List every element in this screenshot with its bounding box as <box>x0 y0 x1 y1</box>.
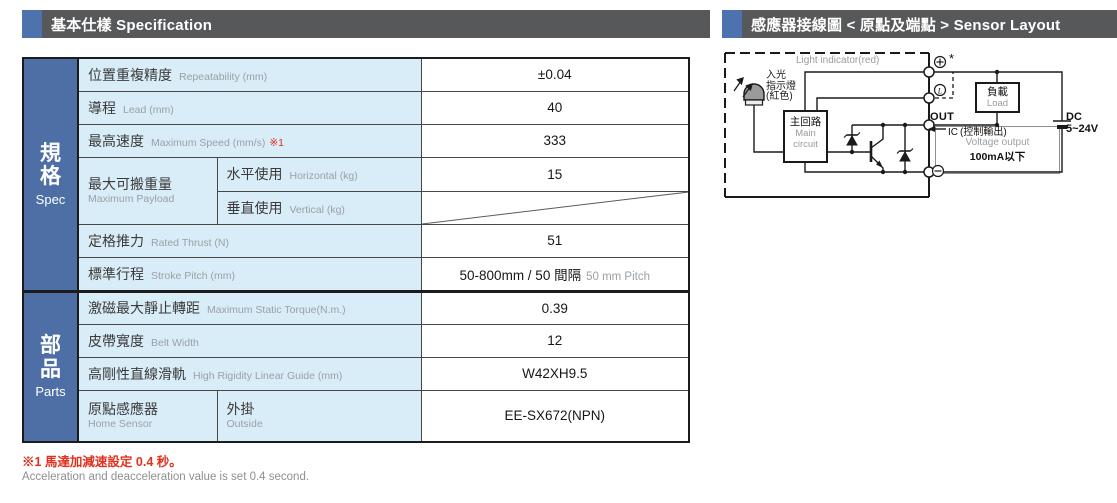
table-row: 最高速度 Maximum Speed (mm/s) ※1 333 <box>23 123 690 158</box>
table-row: 高剛性直線滑軌 High Rigidity Linear Guide (mm) W… <box>23 356 690 391</box>
row-label: 最高速度 Maximum Speed (mm/s) ※1 <box>77 123 422 158</box>
svg-text:L: L <box>937 87 943 96</box>
row-value: 333 <box>420 123 690 158</box>
row-value: 50-800mm / 50 間隔 50 mm Pitch <box>420 256 690 292</box>
section-en: Parts <box>35 384 66 400</box>
header-accent-square <box>722 10 742 38</box>
sensor-section-header: 感應器接線圖 < 原點及端點 > Sensor Layout <box>722 10 1117 38</box>
table-row: 垂直使用 Vertical (kg) <box>23 190 690 225</box>
not-applicable-diagonal <box>422 192 689 224</box>
voltage-output-label: Voltage output <box>965 137 1030 148</box>
row-value: ±0.04 <box>420 57 690 92</box>
footnotes: ※1 馬達加減速設定 0.4 秒。 Acceleration and deacc… <box>22 455 309 483</box>
row-label: 激磁最大靜止轉距 Maximum Static Torque(N.m.) <box>77 289 422 325</box>
main-circuit-box: 主回路 Main circuit <box>783 110 828 163</box>
light-arrows-icon <box>733 77 753 98</box>
selector-dashed-link <box>935 72 954 99</box>
header-accent-square <box>22 10 42 38</box>
table-row: 部 品 Parts 激磁最大靜止轉距 Maximum Static Torque(… <box>22 289 690 443</box>
section-label-parts: 部 品 Parts <box>22 289 79 443</box>
section-zh: 規 <box>40 141 61 165</box>
light-indicator-label-en: Light indicator(red) <box>796 55 880 66</box>
terminal-l-icon: L <box>933 83 947 97</box>
sensor-circuit-diagram: 主回路 Main circuit 負載 Load <box>722 48 1117 253</box>
ic-output-label: IC (控制輸出) <box>948 127 1007 138</box>
sensor-section-title: 感應器接線圖 < 原點及端點 > Sensor Layout <box>751 16 1061 34</box>
row-value: 40 <box>420 90 690 125</box>
row-value: 15 <box>420 156 690 192</box>
table-row: 導程 Lead (mm) 40 <box>23 90 690 125</box>
row-value: W42XH9.5 <box>420 356 690 391</box>
row-value-not-applicable <box>420 190 690 225</box>
row-value: 51 <box>420 223 690 258</box>
row-label: 高剛性直線滑軌 High Rigidity Linear Guide (mm) <box>77 356 422 391</box>
light-indicator-label-zh: 入光 指示燈 (紅色) <box>766 70 796 102</box>
row-label: 導程 Lead (mm) <box>77 90 422 125</box>
out-terminal-label: OUT <box>930 111 955 123</box>
zener-diode-icon <box>843 132 861 146</box>
row-label: 原點感應器 Home Sensor <box>77 389 218 443</box>
table-row: 定格推力 Rated Thrust (N) 51 <box>23 223 690 258</box>
footnote-en: Acceleration and deacceleration value is… <box>22 471 310 483</box>
zener-diode-icon <box>896 148 914 162</box>
table-row: 皮帶寬度 Belt Width 12 <box>23 323 690 358</box>
section-label-spec: 規 格 Spec <box>22 57 79 292</box>
current-limit-label: 100mA以下 <box>969 151 1026 163</box>
footnote-zh: ※1 馬達加減速設定 0.4 秒。 <box>22 455 182 469</box>
section-en: Spec <box>35 191 66 207</box>
spec-table: 規 格 Spec 位置重複精度 Repeatability (mm) ±0.04 … <box>22 57 691 443</box>
spec-section-header: 基本仕樣 Specification <box>22 10 710 38</box>
table-row: 原點感應器 Home Sensor 外掛 Outside EE-SX672(NPN) <box>23 389 690 443</box>
row-label: 標準行程 Stroke Pitch (mm) <box>77 256 422 292</box>
row-label: 皮帶寬度 Belt Width <box>77 323 422 358</box>
section-zh: 品 <box>40 357 61 381</box>
table-row: 規 格 Spec 位置重複精度 Repeatability (mm) ±0.04 <box>22 57 690 292</box>
section-zh: 格 <box>40 165 61 189</box>
load-box: 負載 Load <box>975 82 1020 113</box>
row-value: 0.39 <box>420 289 690 325</box>
spec-section-title: 基本仕樣 Specification <box>51 16 213 34</box>
row-sublabel: 水平使用 Horizontal (kg) <box>216 156 422 192</box>
dc-voltage-label: DC 5~24V <box>1066 111 1099 135</box>
terminal-plus-icon <box>933 55 947 69</box>
transistor-icon <box>869 125 884 172</box>
row-label: 最大可搬重量 Maximum Payload <box>77 156 218 225</box>
row-label: 位置重複精度 Repeatability (mm) <box>77 57 422 92</box>
row-value: EE-SX672(NPN) <box>420 389 690 443</box>
row-label: 定格推力 Rated Thrust (N) <box>77 223 422 258</box>
row-value: 12 <box>420 323 690 358</box>
asterisk-marker: * <box>949 51 955 66</box>
footnote-marker: ※1 <box>269 136 284 149</box>
led-indicator-icon <box>743 83 765 106</box>
table-row: 標準行程 Stroke Pitch (mm) 50-800mm / 50 間隔 50… <box>23 256 690 292</box>
table-row: 最大可搬重量 Maximum Payload 水平使用 Horizontal (kg… <box>23 156 690 225</box>
row-sublabel: 垂直使用 Vertical (kg) <box>216 190 422 225</box>
section-zh: 部 <box>40 334 61 358</box>
row-sublabel: 外掛 Outside <box>216 389 422 443</box>
